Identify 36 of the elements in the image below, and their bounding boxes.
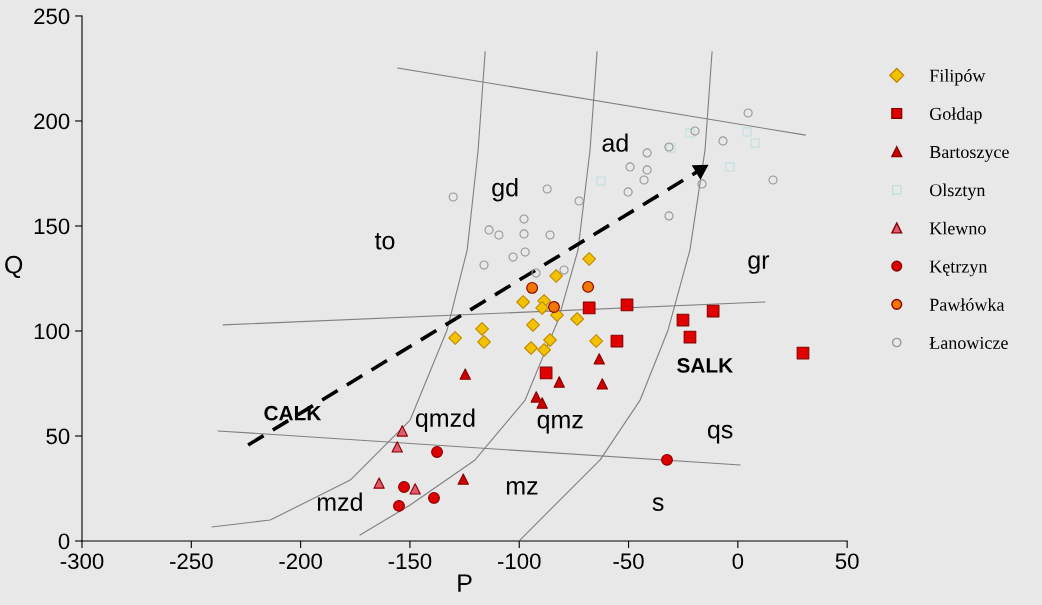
annotation: SALK	[677, 358, 733, 373]
annotation: gr	[748, 255, 770, 274]
annotation: ad	[602, 133, 628, 152]
x-tick-label: 0	[732, 553, 744, 570]
x-tick-label: -300	[60, 553, 104, 570]
legend-label: Bartoszyce	[929, 146, 1009, 162]
x-tick-label: -150	[388, 553, 432, 570]
x-tick-label: -100	[497, 553, 541, 570]
legend-label: Kętrzyn	[929, 260, 988, 277]
x-tick-label: -200	[279, 553, 322, 570]
annotation: mz	[506, 480, 538, 495]
y-tick-label: 250	[34, 8, 70, 25]
y-tick-label: 50	[46, 428, 70, 445]
annotation: qmz	[537, 414, 583, 434]
y-tick-label: 100	[34, 323, 70, 340]
annotation: qmzd	[415, 408, 475, 432]
x-tick-label: -250	[170, 553, 213, 570]
x-axis-title: P	[458, 574, 472, 592]
y-tick-label: 0	[58, 533, 70, 550]
annotation: CALK	[264, 405, 322, 421]
annotation: to	[374, 233, 395, 250]
legend-label: Klewno	[929, 221, 986, 235]
annotation: mzd	[317, 492, 362, 511]
y-axis-title: Q	[5, 255, 23, 279]
annotation: s	[652, 497, 664, 511]
annotation: gd	[492, 178, 518, 202]
x-tick-label: 50	[835, 553, 859, 570]
legend-label: Gołdap	[930, 107, 982, 124]
legend-label: Olsztyn	[930, 183, 986, 201]
y-tick-label: 150	[34, 218, 70, 235]
x-tick-label: -50	[613, 553, 644, 570]
legend-label: Filipów	[929, 69, 986, 86]
y-tick-label: 200	[34, 113, 70, 130]
legend-label: Pawłówka	[929, 298, 1005, 311]
annotation: qs	[707, 424, 733, 444]
legend-label: Łanowicze	[929, 336, 1008, 349]
